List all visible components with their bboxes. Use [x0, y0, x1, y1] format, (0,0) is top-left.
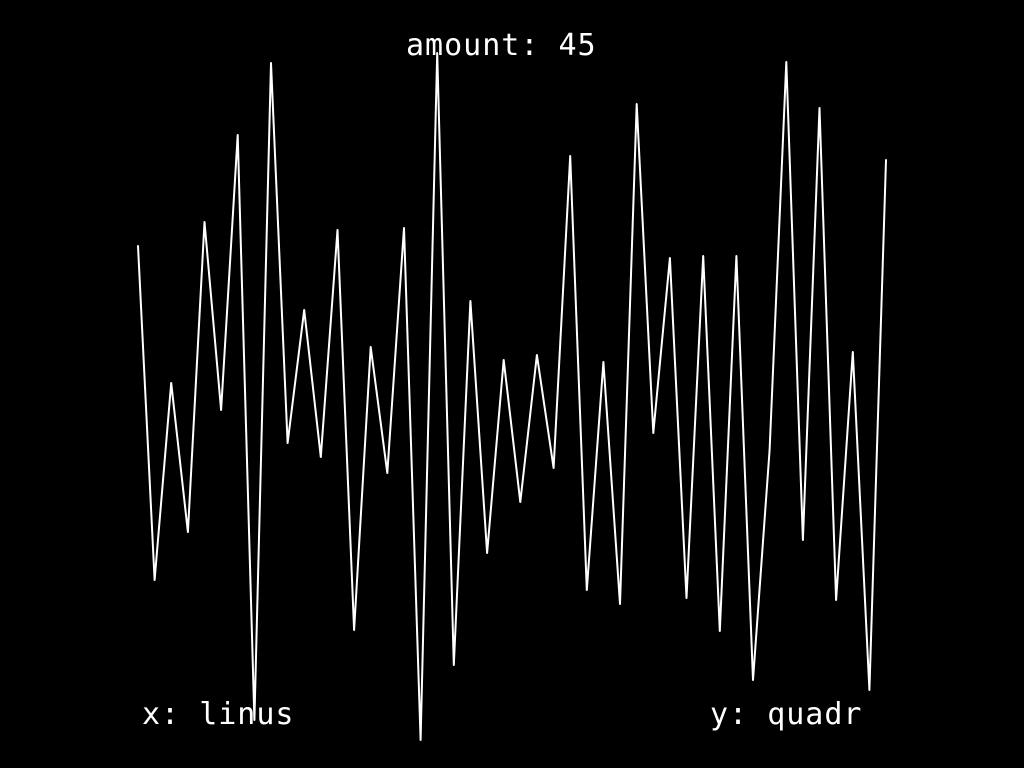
waveform-point-23: [519, 501, 522, 503]
waveform-point-35: [718, 630, 721, 632]
waveform-point-43: [851, 351, 854, 353]
waveform-point-19: [452, 664, 455, 666]
waveform-point-4: [203, 221, 206, 223]
waveform-point-21: [486, 552, 489, 554]
waveform-point-3: [186, 531, 189, 533]
waveform-point-8: [270, 62, 272, 64]
y-function-value: quadr: [767, 697, 863, 732]
x-label: x:: [142, 697, 181, 732]
waveform-points: [137, 52, 887, 741]
waveform-point-36: [735, 255, 738, 257]
waveform-point-22: [502, 359, 505, 361]
waveform-point-10: [303, 309, 306, 311]
waveform-point-2: [170, 382, 173, 384]
waveform-point-26: [569, 155, 572, 157]
waveform-point-24: [535, 354, 538, 356]
waveform-point-39: [785, 61, 788, 63]
waveform-point-30: [635, 103, 638, 105]
amount-readout: amount: 45: [406, 31, 597, 61]
amount-label: amount:: [406, 28, 540, 63]
waveform-point-1: [153, 579, 156, 581]
waveform-point-16: [403, 227, 405, 229]
waveform-point-17: [419, 739, 422, 741]
x-function-readout: x: linus: [142, 700, 295, 730]
waveform-point-20: [469, 300, 472, 302]
waveform-point-13: [353, 629, 356, 631]
waveform-point-40: [801, 539, 804, 541]
waveform-point-6: [236, 134, 239, 136]
amount-value: 45: [558, 28, 597, 63]
waveform-point-31: [652, 432, 655, 434]
waveform-point-42: [835, 599, 838, 601]
waveform-point-11: [319, 456, 322, 458]
waveform-point-27: [585, 589, 588, 591]
waveform-point-12: [336, 229, 339, 231]
waveform-point-15: [386, 472, 389, 474]
waveform-point-18: [436, 52, 439, 54]
waveform-point-28: [602, 361, 605, 363]
y-function-readout: y: quadr: [710, 700, 863, 730]
waveform-point-29: [619, 603, 621, 605]
waveform-point-5: [220, 409, 223, 411]
waveform-point-38: [768, 449, 771, 451]
waveform-point-9: [286, 442, 289, 444]
waveform-point-44: [868, 689, 871, 691]
y-label: y:: [710, 697, 749, 732]
waveform-point-45: [885, 159, 887, 161]
waveform-point-14: [369, 346, 372, 348]
waveform-point-25: [552, 467, 555, 469]
waveform-point-33: [685, 597, 688, 599]
waveform-point-32: [668, 257, 671, 259]
waveform-point-34: [702, 255, 705, 257]
waveform-line: [137, 52, 887, 741]
waveform-point-7: [253, 719, 256, 721]
waveform-point-41: [818, 107, 821, 109]
x-function-value: linus: [199, 697, 295, 732]
waveform-point-0: [137, 245, 139, 247]
waveform-point-37: [752, 679, 754, 681]
